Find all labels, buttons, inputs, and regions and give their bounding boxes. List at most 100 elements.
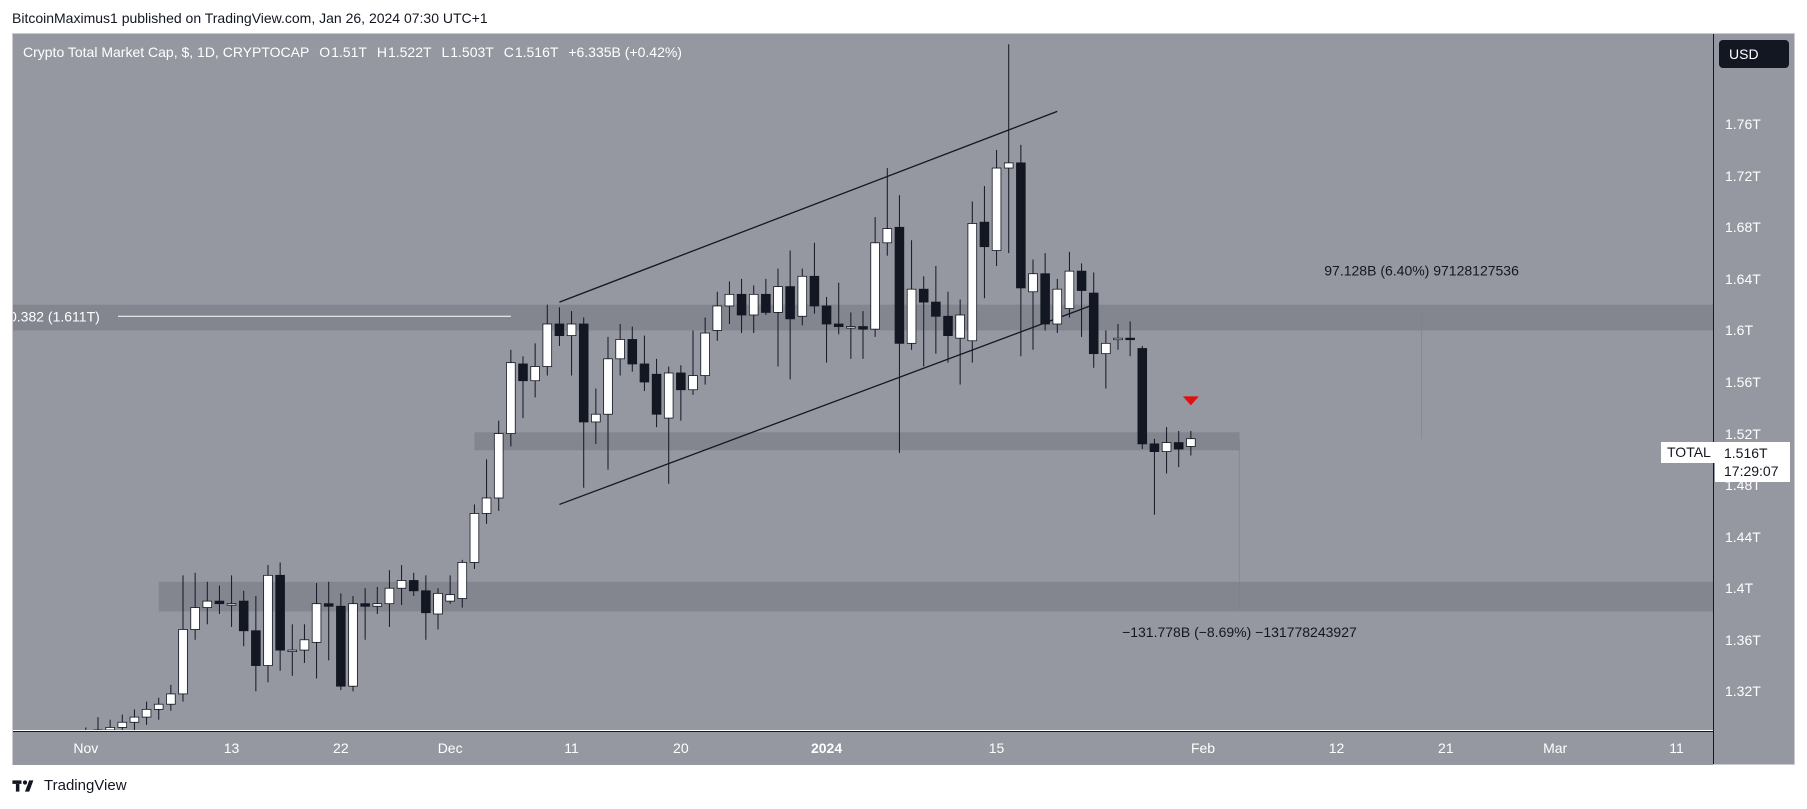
- candle-body: [1064, 270, 1075, 309]
- price-tick-label: 1.36T: [1725, 631, 1761, 648]
- candle-body: [153, 703, 164, 710]
- candle-body: [591, 413, 601, 423]
- candle-body: [748, 293, 759, 316]
- candle-body: [1016, 162, 1026, 289]
- high-label: H: [376, 44, 387, 60]
- tradingview-logo[interactable]: TradingView: [12, 777, 127, 794]
- last-price-value: 1.516T: [1724, 445, 1768, 461]
- candle-body: [1186, 438, 1196, 447]
- chart-plot-area[interactable]: 0.382 (1.611T) 97.128B (6.40%) 9712812753…: [13, 34, 1713, 730]
- candle-body: [421, 590, 431, 614]
- candle-body: [676, 372, 686, 391]
- time-tick-label: 20: [673, 740, 689, 756]
- fib-level-label: 0.382 (1.611T): [13, 308, 100, 324]
- candle-body: [542, 323, 553, 367]
- candle-body: [688, 375, 698, 391]
- candle-body: [651, 373, 662, 415]
- candle-body: [275, 574, 285, 651]
- open-label: O: [319, 44, 331, 60]
- time-tick-label: Feb: [1190, 740, 1216, 756]
- candle-body: [1149, 443, 1160, 453]
- candle-body: [396, 580, 407, 589]
- candle-body: [336, 605, 346, 687]
- channel-lower-line: [559, 304, 1094, 506]
- candle-body: [372, 603, 383, 607]
- candle-body: [238, 600, 249, 632]
- candle-body: [761, 293, 771, 313]
- candle-body: [1028, 273, 1038, 293]
- candle-body: [481, 497, 492, 514]
- candle-body: [530, 366, 540, 382]
- candle-body: [251, 630, 261, 666]
- candle-body: [578, 323, 589, 423]
- open-value: 1.51T: [331, 44, 367, 60]
- low-label: L: [441, 44, 450, 60]
- time-axis[interactable]: [13, 731, 1713, 765]
- price-tick-label: 1.64T: [1725, 270, 1761, 287]
- candle-body: [979, 221, 990, 248]
- signal-arrow-down: [1182, 396, 1199, 406]
- candle-body: [1052, 288, 1063, 325]
- candle-body: [1040, 273, 1050, 325]
- time-tick-label: 22: [333, 740, 349, 756]
- time-tick-label: Mar: [1543, 740, 1568, 756]
- candle-body: [1137, 348, 1148, 445]
- candle-body: [433, 592, 443, 615]
- candle-body: [408, 580, 419, 592]
- candle-body: [226, 603, 237, 606]
- candle-body: [141, 708, 152, 718]
- channel-upper-line: [559, 110, 1058, 303]
- candle-body: [603, 358, 613, 415]
- price-range-label: 97.128B (6.40%) 97128127536: [1324, 263, 1519, 279]
- candle-body: [1161, 442, 1172, 453]
- change-value: +6.335B (+0.42%): [568, 44, 682, 60]
- price-tick-label: 1.72T: [1725, 167, 1761, 184]
- candle-body: [1113, 337, 1123, 341]
- time-tick-label: Nov: [73, 740, 99, 756]
- candle-body: [955, 314, 965, 339]
- last-price-tag: 1.516T 17:29:07: [1715, 442, 1790, 482]
- candle-body: [663, 372, 674, 419]
- candle-body: [943, 315, 953, 336]
- candle-body: [724, 293, 735, 307]
- candle-body: [1076, 270, 1087, 291]
- candle-body: [882, 228, 893, 244]
- ohlc-legend: Crypto Total Market Cap, $, 1D, CRYPTOCA…: [23, 44, 688, 60]
- price-range-label: −131.778B (−8.69%) −131778243927: [1122, 624, 1357, 640]
- horizontal-zone: [474, 432, 1240, 451]
- price-axis-divider: [1713, 34, 1714, 764]
- currency-button[interactable]: USD: [1719, 40, 1789, 68]
- close-label: C: [503, 44, 514, 60]
- tradingview-logo-icon: [12, 779, 34, 792]
- candle-body: [166, 693, 176, 705]
- price-tick-label: 1.4T: [1725, 580, 1754, 597]
- candle-body: [773, 286, 783, 313]
- candle-body: [785, 286, 795, 320]
- candle-body: [821, 305, 832, 325]
- candle-body: [918, 288, 929, 303]
- candle-body: [202, 600, 213, 608]
- candle-body: [1088, 292, 1099, 355]
- candle-body: [870, 242, 880, 330]
- candle-body: [190, 607, 200, 630]
- candle-body: [311, 603, 322, 643]
- candle-body: [991, 167, 1002, 251]
- time-tick-label: Dec: [437, 740, 463, 756]
- candle-body: [518, 363, 528, 382]
- time-tick-label: 2024: [810, 740, 843, 756]
- high-value: 1.522T: [387, 44, 432, 60]
- candle-body: [1101, 342, 1111, 355]
- price-chart[interactable]: 0.382 (1.611T) 97.128B (6.40%) 9712812753…: [13, 34, 1713, 730]
- candle-body: [263, 574, 273, 666]
- candle-body: [627, 339, 638, 365]
- candle-body: [931, 301, 941, 317]
- series-name-tag: TOTAL: [1661, 442, 1717, 463]
- price-axis[interactable]: [1714, 34, 1794, 764]
- candle-body: [1125, 337, 1135, 341]
- publisher-attribution: BitcoinMaximus1 published on TradingView…: [12, 10, 488, 26]
- candle-body: [129, 716, 140, 723]
- price-tick-label: 1.68T: [1725, 219, 1761, 236]
- candle-body: [554, 323, 565, 336]
- candle-body: [566, 323, 577, 336]
- candle-body: [287, 649, 298, 652]
